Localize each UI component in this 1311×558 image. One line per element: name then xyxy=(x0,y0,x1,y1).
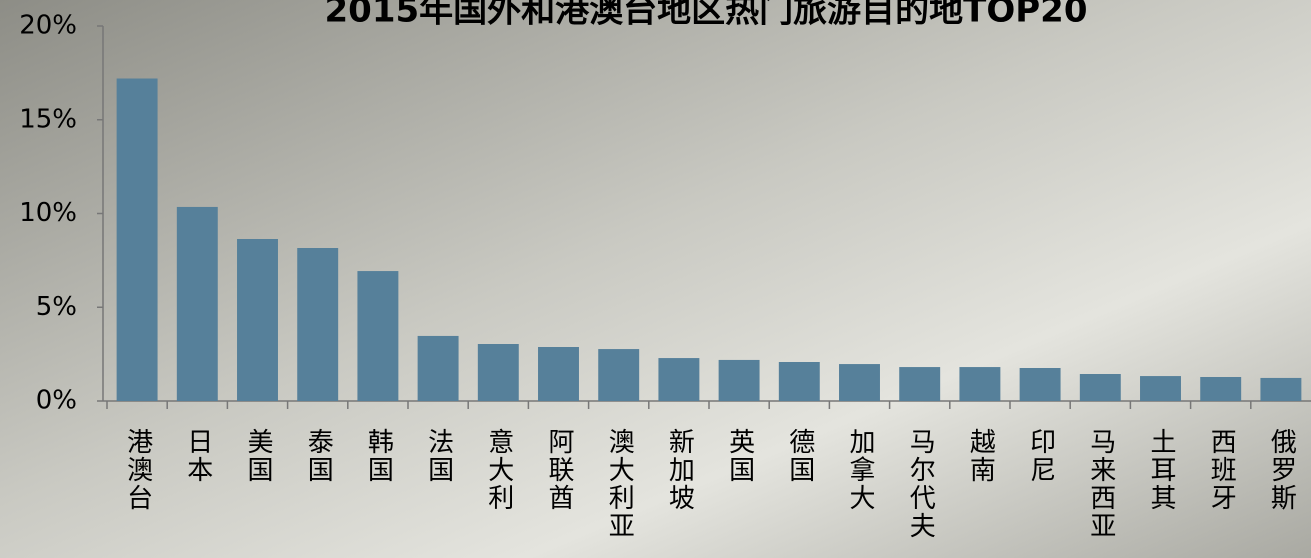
x-tick-label: 阿联酋 xyxy=(544,428,574,512)
x-tick-label: 加拿大 xyxy=(845,428,875,512)
bar xyxy=(658,358,700,401)
x-tick-label: 美国 xyxy=(243,428,273,484)
x-tick-label: 土耳其 xyxy=(1146,428,1176,512)
bar xyxy=(959,367,1001,401)
x-tick-label: 西班牙 xyxy=(1206,428,1236,512)
bar xyxy=(176,206,218,401)
bar xyxy=(718,359,760,401)
x-tick-label: 港澳台 xyxy=(123,428,153,512)
x-tick-label: 澳大利亚 xyxy=(604,428,634,540)
y-tick-label: 5% xyxy=(36,292,77,322)
y-tick-label: 15% xyxy=(19,104,77,134)
bar xyxy=(538,347,579,401)
bar xyxy=(598,349,640,401)
chart-title: 2015年国外和港澳台地区热门旅游目的地TOP20 xyxy=(325,0,1088,31)
x-tick-label: 韩国 xyxy=(363,428,393,484)
bar xyxy=(1079,374,1121,401)
x-tick-label: 日本 xyxy=(183,428,213,484)
bar xyxy=(778,362,820,401)
x-tick-label: 泰国 xyxy=(303,428,333,484)
bar xyxy=(417,335,459,401)
bar xyxy=(116,78,158,401)
y-tick-label: 20% xyxy=(19,11,77,41)
bar xyxy=(357,271,399,401)
x-tick-label: 德国 xyxy=(785,428,815,484)
bar xyxy=(297,248,339,401)
x-tick-label: 马来西亚 xyxy=(1086,428,1116,540)
bar xyxy=(1019,368,1061,401)
x-tick-label: 越南 xyxy=(965,428,995,484)
x-tick-label: 印尼 xyxy=(1026,428,1056,484)
bar xyxy=(839,364,880,401)
bar xyxy=(1260,377,1302,401)
bar xyxy=(1200,377,1242,401)
y-tick-label: 0% xyxy=(36,386,77,416)
bar xyxy=(477,344,519,401)
x-tick-label: 英国 xyxy=(725,428,755,484)
x-tick-label: 俄罗斯 xyxy=(1266,428,1296,512)
y-tick-label: 10% xyxy=(19,198,77,228)
bar xyxy=(237,239,278,401)
x-tick-label: 新加坡 xyxy=(664,428,694,512)
x-tick-label: 法国 xyxy=(424,428,454,484)
bar xyxy=(899,367,941,401)
bar xyxy=(1140,376,1181,401)
x-tick-label: 意大利 xyxy=(484,428,514,512)
x-tick-label: 马尔代夫 xyxy=(905,428,935,540)
